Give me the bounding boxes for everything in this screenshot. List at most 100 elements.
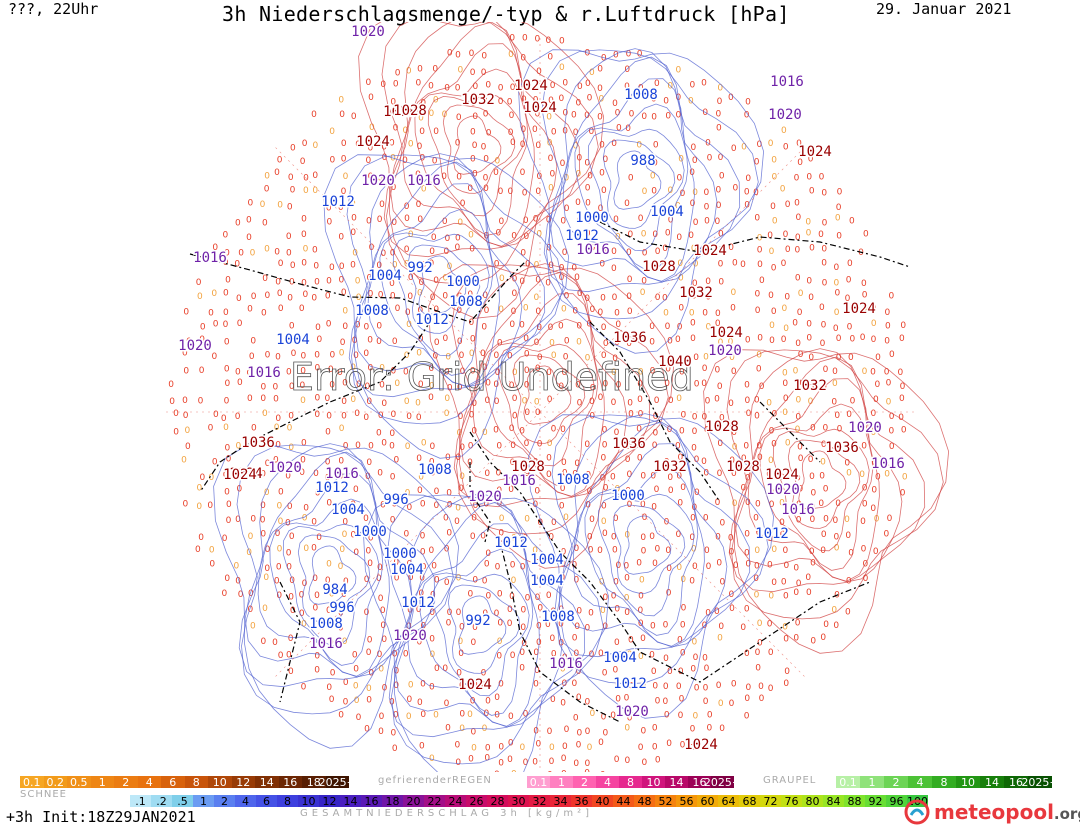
drizzle-marker: 0	[901, 426, 907, 436]
drizzle-marker: 0	[571, 111, 577, 121]
drizzle-marker: 0	[703, 683, 709, 693]
pressure-label: 1008	[624, 87, 658, 103]
drizzle-marker: 0	[351, 214, 357, 224]
drizzle-marker: 0	[694, 455, 700, 465]
drizzle-marker: 0	[391, 218, 397, 228]
legend-cell: 1	[193, 795, 214, 808]
drizzle-marker: 0	[809, 547, 815, 557]
drizzle-marker: 0	[261, 308, 267, 318]
legend-cell: 0.1	[527, 776, 550, 789]
coastlines	[189, 221, 911, 723]
drizzle-marker: 0	[546, 244, 552, 254]
drizzle-marker: 0	[444, 234, 450, 244]
drizzle-marker: 0	[900, 321, 906, 331]
drizzle-marker: 0	[884, 470, 890, 480]
isobar-line	[354, 161, 523, 388]
drizzle-marker: 0	[376, 261, 382, 271]
drizzle-marker: 0	[420, 500, 426, 510]
drizzle-marker: 0	[378, 594, 384, 604]
drizzle-marker: 0	[369, 123, 375, 133]
drizzle-marker: 0	[524, 514, 530, 524]
drizzle-marker: 0	[247, 394, 253, 404]
drizzle-marker: 0	[356, 713, 362, 723]
drizzle-marker: 0	[897, 368, 903, 378]
drizzle-marker: 0	[715, 309, 721, 319]
pressure-label: 1020	[708, 343, 742, 359]
drizzle-marker: 0	[577, 729, 583, 739]
isobar-line	[572, 443, 705, 647]
drizzle-marker: 0	[278, 651, 284, 661]
pressure-label: 1024	[458, 677, 492, 693]
isobar-line	[528, 414, 775, 719]
drizzle-marker: 0	[652, 723, 658, 733]
drizzle-marker: 0	[326, 217, 332, 227]
drizzle-marker: 0	[419, 127, 425, 137]
drizzle-marker: 0	[391, 500, 397, 510]
drizzle-marker: 0	[707, 711, 713, 721]
drizzle-marker: 0	[793, 588, 799, 598]
drizzle-marker: 0	[328, 365, 334, 375]
drizzle-marker: 0	[821, 530, 827, 540]
drizzle-marker: 0	[848, 548, 854, 558]
drizzle-marker: 0	[418, 114, 424, 124]
drizzle-marker: 0	[300, 157, 306, 167]
pressure-label: 992	[407, 260, 432, 276]
drizzle-marker: 0	[652, 559, 658, 569]
drizzle-marker: 0	[692, 279, 698, 289]
drizzle-marker: 0	[417, 142, 423, 152]
drizzle-marker: 0	[233, 561, 239, 571]
drizzle-marker: 0	[511, 533, 517, 543]
logo-text: meteopool.org	[934, 800, 1080, 824]
pressure-label: 1000	[611, 488, 645, 504]
drizzle-marker: 0	[486, 592, 492, 602]
drizzle-marker: 0	[771, 410, 777, 420]
drizzle-marker: 0	[471, 744, 477, 754]
pressure-label: 1028	[383, 104, 417, 120]
drizzle-marker: 0	[275, 278, 281, 288]
legend-cell: 84	[823, 795, 844, 808]
drizzle-marker: 0	[602, 529, 608, 539]
drizzle-marker: 0	[470, 532, 476, 542]
meteopool-logo[interactable]: meteopool.org	[904, 799, 1080, 825]
pressure-label: 1028	[726, 459, 760, 475]
drizzle-marker: 0	[548, 183, 554, 193]
drizzle-marker: 0	[577, 216, 583, 226]
drizzle-marker: 0	[832, 379, 838, 389]
drizzle-marker: 0	[404, 397, 410, 407]
drizzle-marker: 0	[494, 351, 500, 361]
legend-cell: 8	[932, 776, 956, 789]
isobar-line	[379, 208, 494, 376]
drizzle-marker: 0	[652, 230, 658, 240]
drizzle-marker: 0	[273, 455, 279, 465]
drizzle-marker: 0	[353, 351, 359, 361]
isobar-line	[407, 523, 540, 727]
drizzle-marker: 0	[510, 561, 516, 571]
drizzle-marker: 0	[610, 473, 616, 483]
drizzle-marker: 0	[510, 83, 516, 93]
drizzle-marker: 0	[455, 83, 461, 93]
drizzle-marker: 0	[510, 651, 516, 661]
drizzle-marker: 0	[781, 335, 787, 345]
drizzle-marker: 0	[260, 515, 266, 525]
drizzle-marker: 0	[525, 260, 531, 270]
drizzle-marker: 0	[330, 669, 336, 679]
drizzle-marker: 0	[585, 471, 591, 481]
drizzle-marker: 0	[849, 335, 855, 345]
drizzle-marker: 0	[343, 678, 349, 688]
drizzle-marker: 0	[546, 368, 552, 378]
drizzle-marker: 0	[350, 260, 356, 270]
drizzle-marker: 0	[744, 187, 750, 197]
drizzle-marker: 0	[368, 290, 374, 300]
drizzle-marker: 0	[691, 638, 697, 648]
drizzle-marker: 0	[390, 248, 396, 258]
drizzle-marker: 0	[343, 172, 349, 182]
drizzle-marker: 0	[614, 755, 620, 765]
drizzle-marker: 0	[627, 307, 633, 317]
drizzle-marker: 0	[403, 529, 409, 539]
drizzle-marker: 0	[835, 499, 841, 509]
drizzle-marker: 0	[286, 367, 292, 377]
drizzle-marker: 0	[732, 443, 738, 453]
drizzle-marker: 0	[782, 369, 788, 379]
drizzle-marker: 0	[338, 710, 344, 720]
drizzle-marker: 0	[599, 140, 605, 150]
